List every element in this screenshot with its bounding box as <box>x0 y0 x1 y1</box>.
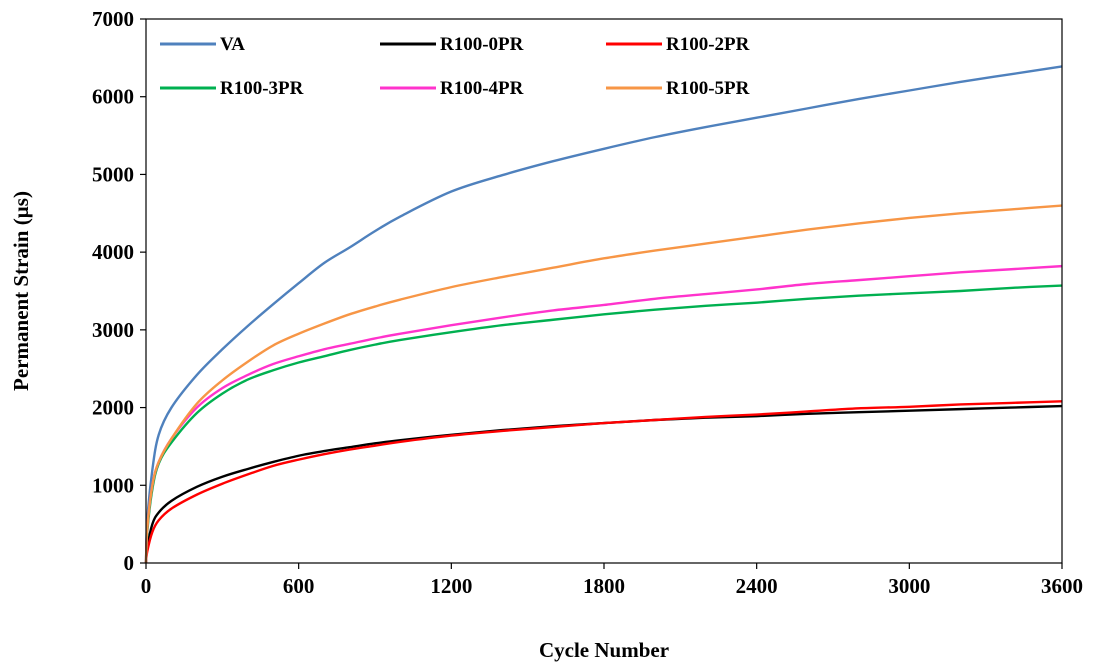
legend-label: VA <box>220 34 245 55</box>
x-tick-label: 2400 <box>736 574 778 598</box>
legend-label: R100-5PR <box>666 78 750 99</box>
y-tick-label: 4000 <box>92 240 134 264</box>
series-lines <box>144 65 1063 564</box>
y-tick-label: 7000 <box>92 7 134 31</box>
y-tick-label: 6000 <box>92 85 134 109</box>
y-axis-title: Permanent Strain (µs) <box>9 191 33 391</box>
y-tick-label: 1000 <box>92 473 134 497</box>
y-tick-label: 0 <box>124 551 135 575</box>
series-line-0 <box>144 65 1063 564</box>
y-axis-ticks: 0 1000 2000 3000 4000 5000 6000 7000 <box>92 7 146 575</box>
series-line-2 <box>144 400 1063 564</box>
y-tick-label: 2000 <box>92 396 134 420</box>
x-axis-title: Cycle Number <box>539 638 669 662</box>
legend-label: R100-2PR <box>666 34 750 55</box>
x-tick-label: 3600 <box>1041 574 1083 598</box>
x-tick-label: 0 <box>141 574 152 598</box>
series-line-5 <box>144 204 1063 564</box>
legend-label: R100-4PR <box>440 78 524 99</box>
x-tick-label: 600 <box>283 574 315 598</box>
plot-area-frame <box>145 18 1063 564</box>
series-line-1 <box>144 404 1063 564</box>
x-tick-label: 1800 <box>583 574 625 598</box>
x-tick-label: 1200 <box>430 574 472 598</box>
series-line-3 <box>144 284 1063 564</box>
legend: VA R100-0PR R100-2PR R100-3PR R100-4PR R100-5… <box>160 34 750 99</box>
x-axis-ticks: 0 600 1200 1800 2400 3000 3600 <box>141 563 1083 598</box>
legend-label: R100-3PR <box>220 78 304 99</box>
legend-label: R100-0PR <box>440 34 524 55</box>
y-tick-label: 3000 <box>92 318 134 342</box>
series-line-4 <box>144 264 1063 564</box>
x-tick-label: 3000 <box>888 574 930 598</box>
y-tick-label: 5000 <box>92 162 134 186</box>
